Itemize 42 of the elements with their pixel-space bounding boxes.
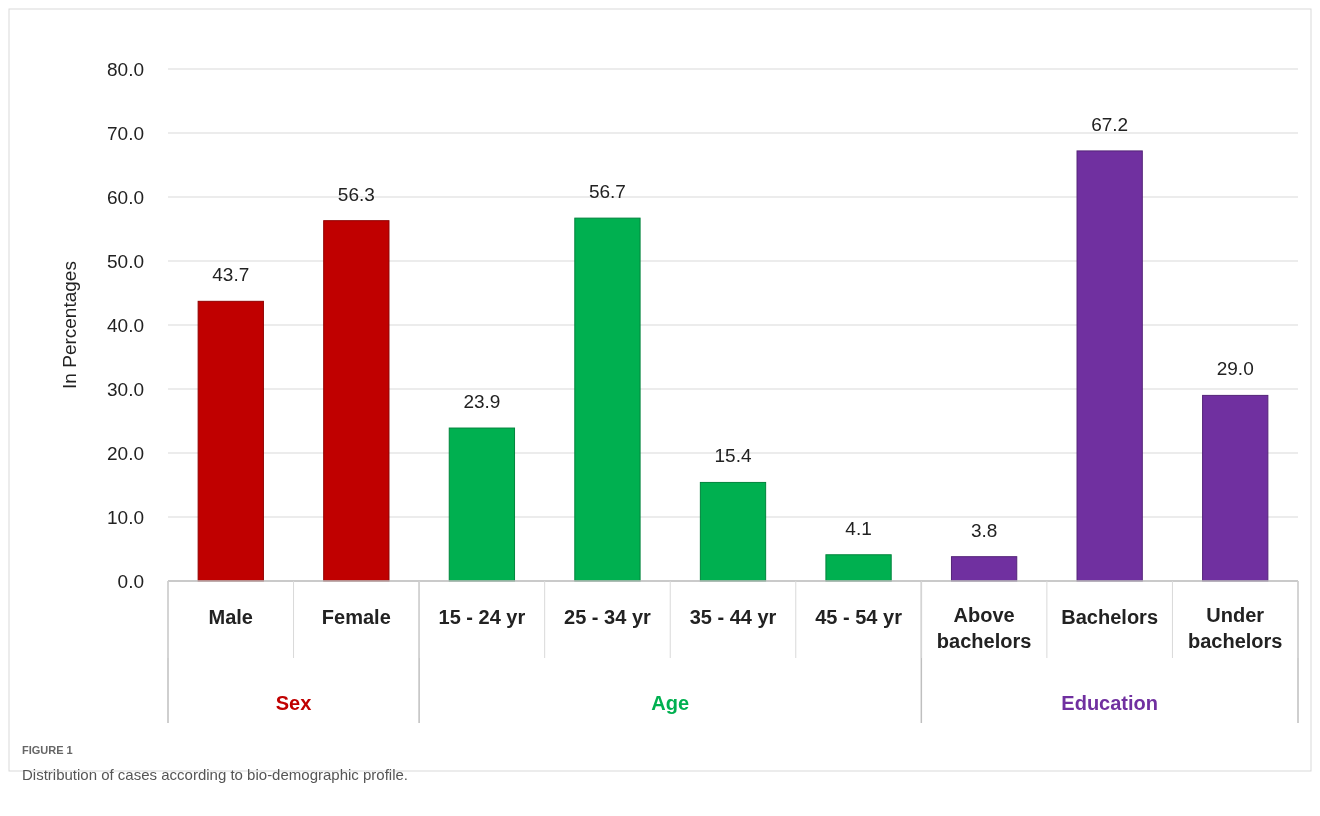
caption: FIGURE 1 — [22, 744, 73, 756]
data-label: 4.1 — [845, 517, 872, 539]
y-tick-label: 10.0 — [107, 506, 144, 528]
data-label: 15.4 — [714, 445, 752, 467]
y-tick-label: 70.0 — [107, 122, 144, 144]
y-tick-label: 50.0 — [107, 250, 144, 272]
x-tick-label: Under bachelors — [1187, 604, 1283, 652]
x-tick-label: 25 - 34 yr — [564, 606, 652, 628]
x-tick-label: Bachelors — [1061, 606, 1159, 628]
y-axis-title: In Percentages — [59, 261, 80, 389]
data-label: 56.3 — [337, 183, 375, 205]
bar — [950, 556, 1018, 582]
data-label: 43.7 — [212, 264, 250, 286]
bar — [323, 220, 390, 582]
bar — [1076, 150, 1143, 582]
bar — [699, 481, 767, 582]
text: Education — [1061, 692, 1158, 714]
text: Distribution of cases according to bio-demographic profile. — [22, 766, 409, 783]
data-label: 3.8 — [970, 519, 998, 541]
bar — [574, 217, 641, 582]
x-tick-label: 15 - 24 yr — [438, 606, 526, 628]
text: Sex — [275, 692, 312, 714]
bar — [825, 554, 892, 582]
bar — [448, 427, 516, 582]
x-tick-label: 45 - 54 yr — [815, 606, 903, 628]
y-tick-label: 40.0 — [107, 314, 144, 336]
text: Age — [651, 692, 690, 714]
y-tick-label: 80.0 — [107, 58, 144, 80]
x-tick-label: Above bachelors — [936, 604, 1032, 652]
y-tick-label: 60.0 — [107, 186, 144, 208]
y-tick-label: 0.0 — [117, 570, 144, 592]
x-tick-label: 35 - 44 yr — [689, 606, 777, 628]
x-tick-label: Male — [208, 606, 254, 628]
data-label: 67.2 — [1091, 113, 1129, 135]
bar — [197, 300, 264, 582]
data-label: 23.9 — [463, 391, 501, 413]
data-label: 29.0 — [1216, 358, 1254, 380]
bar — [1202, 394, 1269, 582]
x-tick-label: Female — [321, 606, 391, 628]
y-tick-label: 20.0 — [107, 442, 144, 464]
data-label: 56.7 — [588, 181, 626, 203]
y-tick-label: 30.0 — [107, 378, 144, 400]
